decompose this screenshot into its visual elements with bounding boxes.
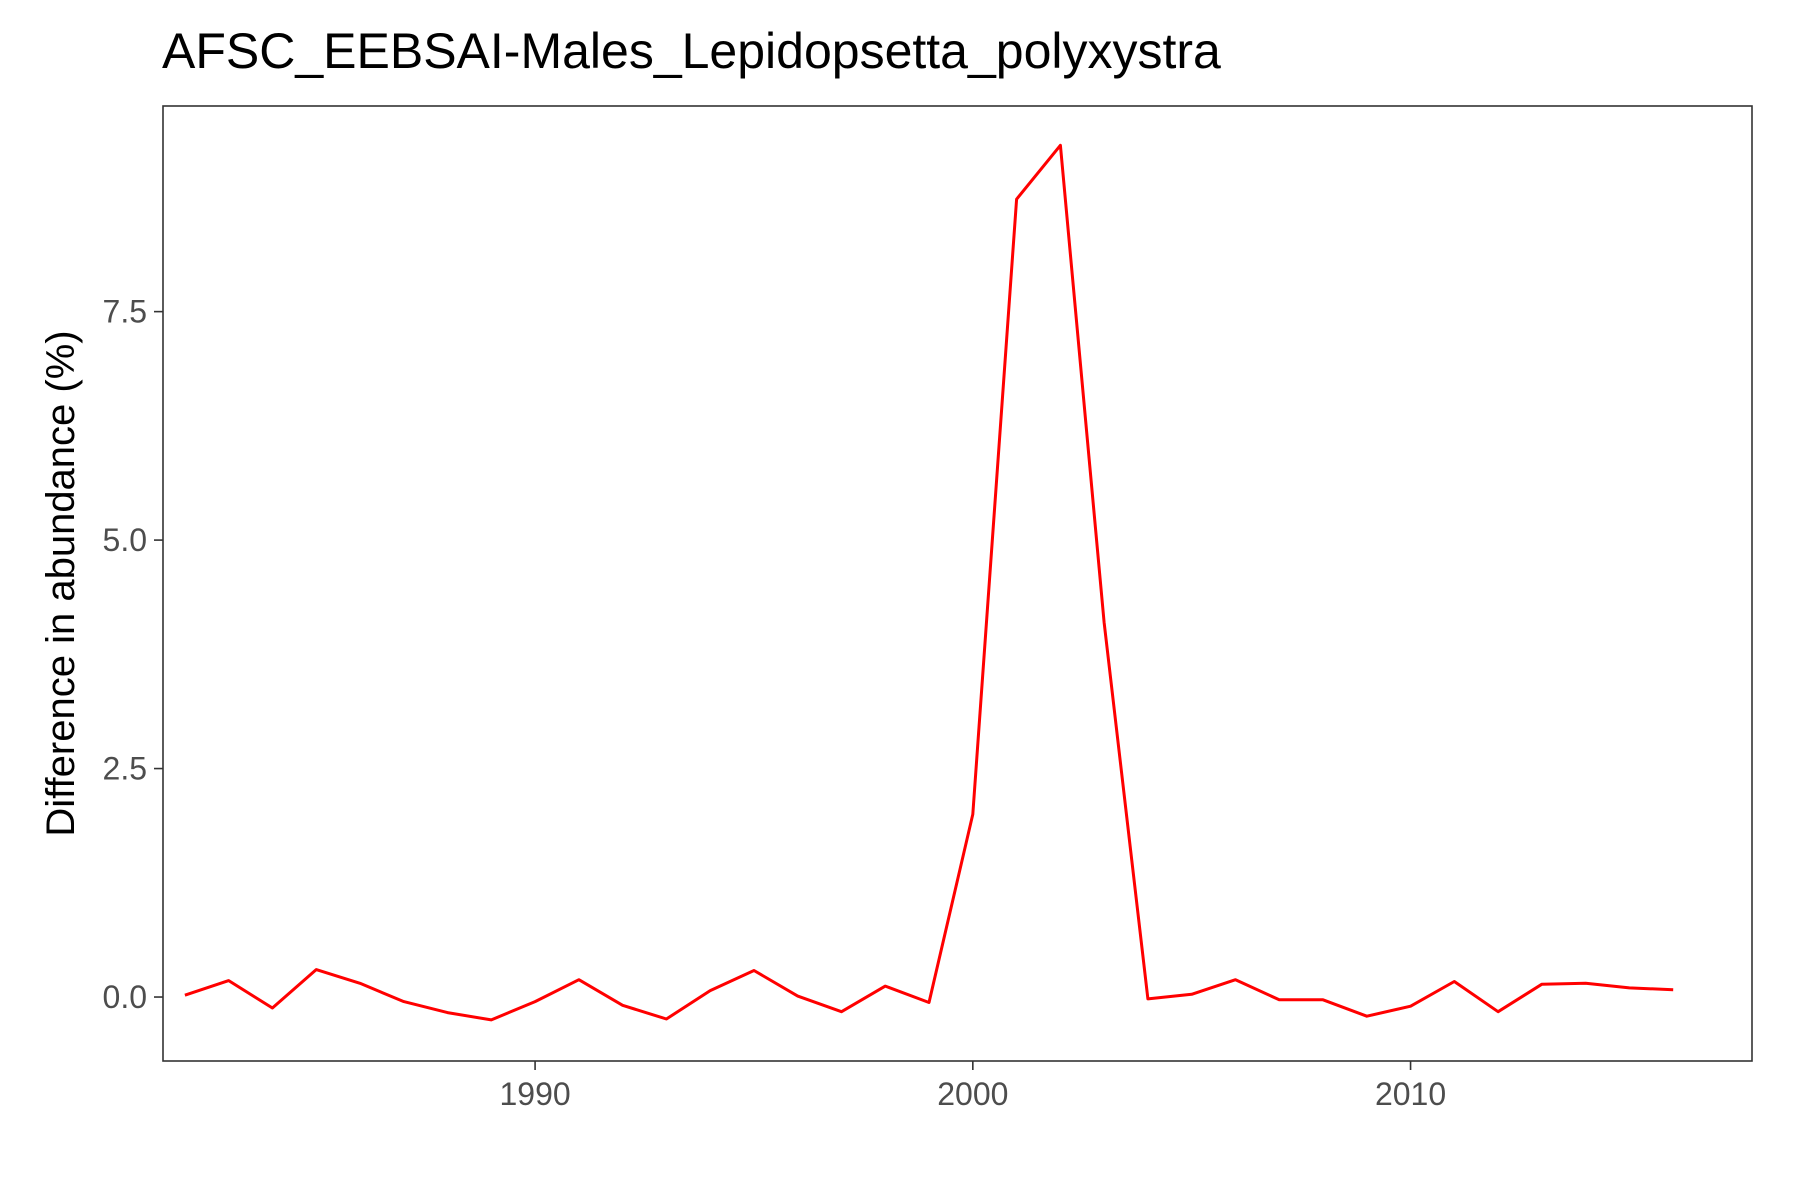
x-tick-label: 1990 bbox=[499, 1076, 570, 1112]
y-axis-label: Difference in abundance (%) bbox=[39, 330, 83, 836]
x-tick-label: 2000 bbox=[937, 1076, 1008, 1112]
plot-panel bbox=[162, 105, 1753, 1062]
y-axis: 0.0 2.5 5.0 7.5 bbox=[103, 294, 163, 1015]
series-line bbox=[184, 143, 1674, 1022]
y-tick-label: 0.0 bbox=[103, 979, 147, 1015]
x-tick-label: 2010 bbox=[1375, 1076, 1446, 1112]
y-tick-label: 5.0 bbox=[103, 522, 147, 558]
y-tick-label: 7.5 bbox=[103, 294, 147, 330]
y-tick-label: 2.5 bbox=[103, 751, 147, 787]
x-axis: 1990 2000 2010 bbox=[499, 1061, 1446, 1112]
chart-title: AFSC_EEBSAI-Males_Lepidopsetta_polyxystr… bbox=[162, 23, 1221, 79]
series-layer bbox=[184, 143, 1674, 1022]
